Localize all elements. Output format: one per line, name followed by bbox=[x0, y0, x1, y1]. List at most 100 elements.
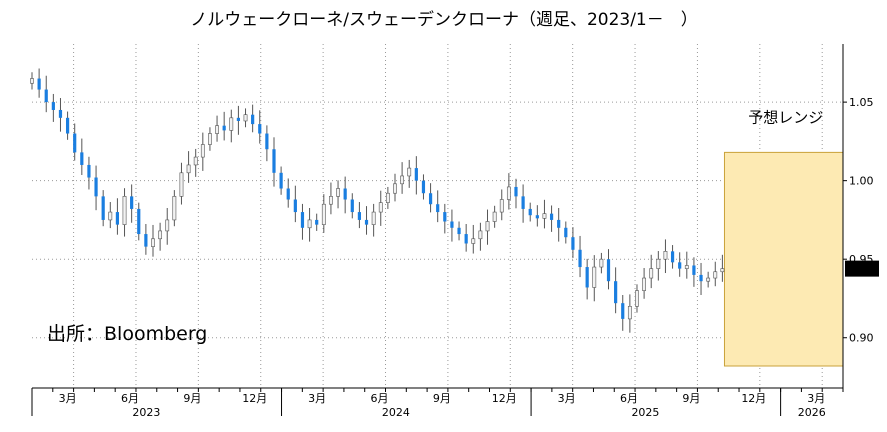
x-tick-label-month: 12月 bbox=[242, 392, 267, 405]
candle-body bbox=[371, 211, 376, 225]
candle-body bbox=[621, 303, 625, 319]
candle-body bbox=[222, 125, 226, 131]
candle-body bbox=[293, 199, 297, 213]
candle-body bbox=[73, 133, 77, 153]
candle-body bbox=[670, 251, 675, 263]
candle-body bbox=[364, 219, 369, 225]
candle-body bbox=[663, 251, 668, 260]
x-tick-label-month: 3月 bbox=[807, 392, 825, 405]
candle-body bbox=[564, 227, 568, 238]
candle-body bbox=[37, 78, 41, 90]
candle-body bbox=[678, 262, 682, 269]
candle-body bbox=[684, 265, 689, 269]
candle-body bbox=[272, 149, 276, 173]
candle-body bbox=[51, 102, 55, 110]
y-tick-label: 0.90 bbox=[849, 332, 874, 345]
candle-body bbox=[485, 221, 490, 232]
candle-body bbox=[336, 188, 340, 197]
candle-body bbox=[87, 164, 91, 178]
candle-body bbox=[713, 271, 718, 279]
candle-body bbox=[165, 219, 170, 232]
candle-body bbox=[400, 175, 405, 185]
x-tick-label-month: 12月 bbox=[741, 392, 766, 405]
candle-body bbox=[44, 89, 48, 103]
x-tick-label-month: 6月 bbox=[620, 392, 638, 405]
candle-body bbox=[443, 212, 447, 222]
candle-body bbox=[606, 259, 611, 282]
candle-body bbox=[179, 172, 184, 197]
candle-body bbox=[599, 258, 604, 268]
x-tick-label-year: 2023 bbox=[132, 406, 160, 419]
candle-body bbox=[321, 203, 326, 225]
candle-body bbox=[251, 114, 255, 125]
chart-title: ノルウェークローネ/スウェーデンクローナ（週足、2023/1－ ） bbox=[190, 9, 698, 30]
candle-body bbox=[542, 213, 547, 219]
candle-body bbox=[535, 215, 539, 219]
candle-body bbox=[385, 192, 390, 203]
candle-body bbox=[172, 196, 177, 221]
candle-body bbox=[528, 208, 532, 216]
x-tick-label-month: 12月 bbox=[492, 392, 517, 405]
candle-body bbox=[499, 199, 504, 213]
candle-body bbox=[80, 152, 84, 165]
forecast-range-label: 予想レンジ bbox=[748, 109, 823, 127]
candle-body bbox=[514, 186, 518, 197]
candlestick-series bbox=[30, 68, 725, 333]
candle-body bbox=[478, 230, 483, 240]
candle-body bbox=[421, 180, 426, 194]
candle-body bbox=[506, 186, 511, 200]
candle-body bbox=[186, 164, 191, 174]
candle-body bbox=[649, 268, 654, 279]
candle-body bbox=[585, 267, 589, 288]
candle-body bbox=[557, 219, 561, 228]
forecast-range-box bbox=[723, 151, 844, 367]
x-tick-label-month: 3月 bbox=[308, 392, 326, 405]
candle-body bbox=[65, 117, 70, 134]
candle-body bbox=[521, 196, 525, 209]
candle-body bbox=[592, 266, 597, 288]
x-tick-label-month: 9月 bbox=[183, 392, 201, 405]
x-tick-label-month: 6月 bbox=[121, 392, 139, 405]
x-tick-label-month: 3月 bbox=[558, 392, 576, 405]
candle-body bbox=[471, 238, 476, 244]
candle-body bbox=[378, 202, 383, 213]
candle-body bbox=[343, 188, 347, 200]
y-axis: 0.900.951.001.05 bbox=[843, 96, 874, 345]
candle-body bbox=[130, 196, 134, 209]
candle-body bbox=[200, 144, 205, 158]
candle-body bbox=[108, 211, 113, 221]
candle-body bbox=[692, 265, 696, 275]
last-price-badge bbox=[845, 260, 879, 277]
candle-body bbox=[407, 167, 412, 177]
candle-body bbox=[627, 306, 632, 320]
candle-body bbox=[393, 183, 397, 194]
candle-body bbox=[428, 193, 433, 205]
candle-body bbox=[571, 237, 575, 250]
candle-body bbox=[450, 221, 454, 228]
candle-body bbox=[30, 78, 34, 84]
candle-body bbox=[229, 117, 234, 131]
candle-body bbox=[58, 109, 63, 118]
candle-body bbox=[549, 213, 554, 220]
last-price-marker: 0.94 bbox=[845, 260, 879, 277]
x-tick-label-month: 9月 bbox=[682, 392, 700, 405]
candle-body bbox=[94, 177, 98, 197]
y-tick-label: 1.05 bbox=[849, 96, 874, 109]
candle-body bbox=[236, 117, 241, 121]
candle-body bbox=[642, 277, 646, 291]
candle-body bbox=[315, 219, 319, 225]
x-tick-label-month: 3月 bbox=[59, 392, 77, 405]
candle-body bbox=[243, 114, 248, 122]
candle-body bbox=[300, 212, 305, 228]
candle-body bbox=[265, 133, 269, 150]
candle-body bbox=[706, 277, 711, 282]
x-axis: 3月 6月 9月 12月 3月 6月 9月 12月 3月 6月 9月 12月 3月 2023 2024 202… bbox=[31, 388, 844, 419]
candle-body bbox=[193, 156, 198, 166]
candle-body bbox=[144, 234, 148, 247]
candle-body bbox=[122, 196, 127, 225]
candle-body bbox=[258, 124, 262, 134]
candle-body bbox=[208, 133, 212, 145]
candle-body bbox=[492, 211, 497, 222]
y-tick-label: 1.00 bbox=[849, 175, 874, 188]
candle-body bbox=[158, 230, 163, 240]
